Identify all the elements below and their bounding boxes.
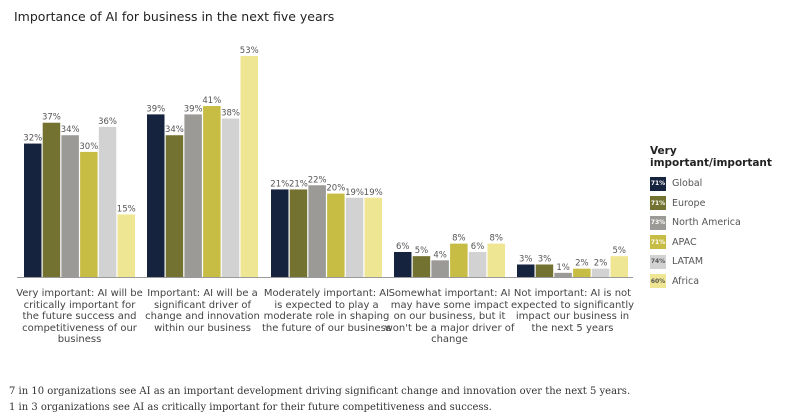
bar-europe-cat2: [165, 135, 184, 277]
data-label: 4%: [433, 250, 447, 260]
bar-global-cat4: [394, 251, 412, 277]
bar-latam-cat2: [221, 118, 240, 277]
data-label: 8%: [490, 234, 504, 244]
category-label: Somewhat important: AI may have some imp…: [384, 288, 515, 345]
legend-label: Global: [672, 178, 703, 190]
legend-title: Very important/important: [650, 145, 772, 169]
legend-item: 60% Africa: [650, 272, 800, 292]
bar-apac-cat4: [450, 243, 468, 277]
category-label: Very important: AI will be critically im…: [16, 288, 143, 345]
data-label: 38%: [221, 109, 240, 119]
legend-label: Africa: [672, 275, 700, 287]
bar-latam-cat5: [591, 268, 610, 277]
data-label: 5%: [613, 246, 627, 256]
bar-africa-cat2: [240, 56, 258, 277]
legend-label: North America: [672, 217, 741, 229]
legend-label: LATAM: [672, 256, 704, 268]
footnote-2: 1 in 3 organizations see AI as criticall…: [9, 402, 492, 413]
legend-swatch: 60%: [650, 274, 666, 289]
bar-global-cat3: [271, 189, 289, 277]
bar-apac-cat2: [203, 106, 221, 277]
data-label: 19%: [345, 188, 364, 198]
data-label: 8%: [452, 234, 466, 244]
bar-north-america-cat2: [184, 114, 202, 278]
legend-swatch: 74%: [650, 254, 666, 269]
bar-global-cat1: [24, 143, 42, 277]
data-label: 37%: [42, 113, 61, 123]
data-label: 19%: [364, 188, 383, 198]
legend-swatch: 71%: [650, 235, 666, 250]
bar-latam-cat1: [98, 126, 117, 277]
legend: Very important/important 71% Global 71% Eur…: [650, 145, 800, 291]
bar-africa-cat1: [117, 214, 135, 277]
bar-africa-cat5: [610, 256, 628, 277]
footnote-1: 7 in 10 organizations see AI as an impor…: [9, 386, 631, 397]
legend-swatch: 71%: [650, 196, 666, 211]
category-label: Moderately important: AI is expected to …: [261, 288, 392, 334]
bar-europe-cat3: [289, 189, 308, 277]
chart-title: Importance of AI for business in the nex…: [14, 9, 335, 24]
data-label: 30%: [79, 142, 98, 152]
legend-item: 74% LATAM: [650, 252, 800, 272]
data-label: 34%: [165, 125, 184, 135]
data-label: 1%: [556, 263, 570, 273]
data-label: 15%: [117, 204, 136, 214]
legend-item: 71% Global: [650, 174, 800, 194]
data-label: 2%: [575, 259, 589, 269]
data-label: 21%: [289, 179, 308, 189]
legend-label: Europe: [672, 197, 706, 209]
data-label: 20%: [326, 184, 345, 194]
bar-europe-cat4: [412, 256, 431, 277]
bar-apac-cat3: [327, 193, 345, 277]
data-label: 34%: [61, 125, 80, 135]
bar-europe-cat1: [42, 122, 61, 277]
category-label: Important: AI will be a significant driv…: [145, 288, 260, 334]
bar-north-america-cat4: [431, 260, 449, 277]
data-label: 22%: [308, 175, 327, 185]
data-label: 41%: [202, 96, 221, 106]
data-label: 32%: [23, 134, 42, 144]
legend-item: 71% APAC: [650, 233, 800, 253]
bar-africa-cat4: [487, 243, 505, 277]
bar-global-cat5: [517, 264, 535, 277]
data-label: 39%: [146, 104, 165, 114]
bar-north-america-cat3: [308, 185, 326, 277]
data-label: 2%: [594, 259, 608, 269]
bar-global-cat2: [147, 114, 165, 278]
data-label: 3%: [519, 254, 533, 264]
data-label: 6%: [396, 242, 410, 252]
data-label: 39%: [184, 104, 203, 114]
bar-north-america-cat5: [554, 272, 572, 277]
bar-north-america-cat1: [61, 135, 79, 277]
legend-item: 73% North America: [650, 213, 800, 233]
data-label: 3%: [538, 254, 552, 264]
data-label: 53%: [240, 46, 259, 56]
legend-label: APAC: [672, 236, 697, 248]
bar-africa-cat3: [364, 197, 382, 277]
data-label: 21%: [270, 179, 289, 189]
bar-apac-cat5: [573, 268, 591, 277]
data-label: 36%: [98, 117, 117, 127]
bar-europe-cat5: [535, 264, 554, 277]
bar-latam-cat3: [345, 197, 364, 277]
legend-item: 71% Europe: [650, 194, 800, 214]
data-label: 6%: [471, 242, 485, 252]
bar-latam-cat4: [468, 251, 487, 277]
legend-swatch: 71%: [650, 176, 666, 191]
data-label: 5%: [415, 246, 429, 256]
legend-swatch: 73%: [650, 215, 666, 230]
category-label: Not important: AI is not expected to sig…: [510, 288, 635, 334]
bar-apac-cat1: [80, 151, 98, 277]
